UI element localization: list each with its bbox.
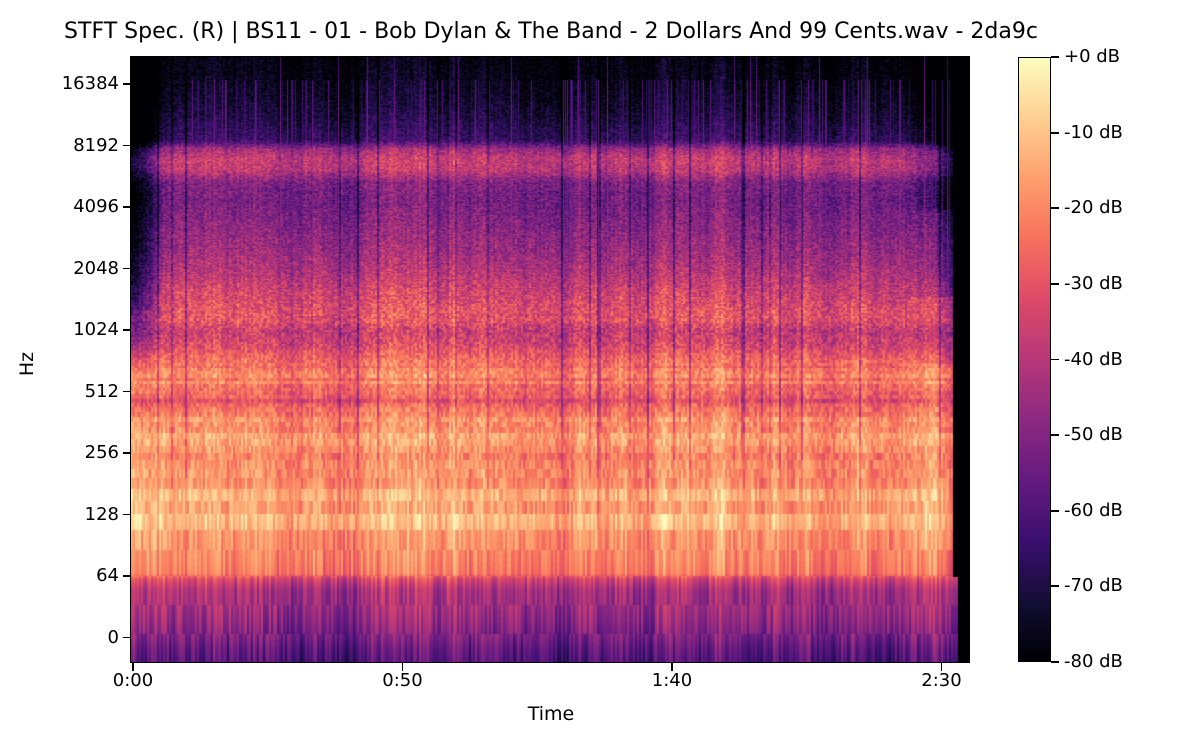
colorbar-tick-mark xyxy=(1051,131,1059,134)
x-tick-mark xyxy=(940,663,943,671)
x-tick-mark xyxy=(132,663,134,671)
spectrogram-heatmap xyxy=(131,57,969,662)
x-tick-mark xyxy=(401,663,404,671)
y-tick-label: 512 xyxy=(84,380,119,402)
colorbar-tick-label: -30 dB xyxy=(1064,272,1123,294)
colorbar-tick-mark xyxy=(1051,661,1059,663)
y-tick-label: 64 xyxy=(96,565,119,586)
x-tick-label: 1:40 xyxy=(651,670,693,691)
y-tick-mark xyxy=(123,513,131,516)
colorbar-tick-label: -70 dB xyxy=(1064,575,1123,597)
x-tick-label: 2:30 xyxy=(921,670,962,691)
x-tick-mark xyxy=(671,663,673,671)
chart-title: STFT Spec. (R) | BS11 - 01 - Bob Dylan &… xyxy=(64,19,1038,44)
colorbar-tick-label: -40 dB xyxy=(1064,348,1123,370)
x-tick-label: 0:50 xyxy=(382,670,423,691)
colorbar-tick-mark xyxy=(1051,358,1059,361)
y-tick-mark xyxy=(123,636,131,639)
y-tick-label: 1024 xyxy=(73,319,119,340)
y-axis-title: Hz xyxy=(16,351,38,377)
y-tick-label: 2048 xyxy=(73,257,119,279)
y-tick-label: 128 xyxy=(84,503,119,525)
colorbar-tick-mark xyxy=(1051,207,1059,210)
y-tick-label: 0 xyxy=(107,626,119,648)
y-tick-mark xyxy=(123,452,131,454)
x-axis-title: Time xyxy=(527,703,575,725)
y-tick-label: 4096 xyxy=(73,196,119,217)
colorbar-tick-label: -60 dB xyxy=(1064,499,1123,521)
colorbar-tick-label: -80 dB xyxy=(1064,651,1123,672)
y-tick-mark xyxy=(123,83,131,85)
colorbar-tick-label: -20 dB xyxy=(1064,197,1123,219)
y-tick-label: 8192 xyxy=(73,134,119,156)
y-tick-mark xyxy=(123,329,131,331)
x-tick-label: 0:00 xyxy=(112,670,154,691)
colorbar-tick-mark xyxy=(1051,56,1059,58)
colorbar-tick-label: -10 dB xyxy=(1064,121,1123,143)
colorbar-tick-label: +0 dB xyxy=(1064,46,1121,67)
y-tick-mark xyxy=(123,575,131,577)
colorbar-tick-mark xyxy=(1051,585,1059,588)
y-tick-mark xyxy=(123,267,131,270)
colorbar-tick-mark xyxy=(1051,434,1059,437)
y-tick-label: 256 xyxy=(84,442,119,463)
colorbar-tick-mark xyxy=(1051,282,1059,285)
y-tick-label: 16384 xyxy=(61,73,119,94)
colorbar-gradient xyxy=(1018,57,1051,662)
y-tick-mark xyxy=(123,144,131,147)
colorbar-tick-mark xyxy=(1051,509,1059,512)
y-tick-mark xyxy=(123,390,131,393)
y-tick-mark xyxy=(123,206,131,208)
colorbar-tick-label: -50 dB xyxy=(1064,424,1123,446)
